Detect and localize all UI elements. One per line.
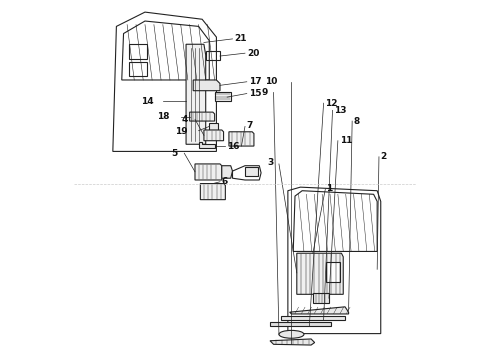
Polygon shape <box>200 184 225 200</box>
Bar <box>313 293 329 303</box>
Text: 21: 21 <box>234 34 247 43</box>
Bar <box>245 167 258 176</box>
Bar <box>281 316 345 320</box>
Text: 1: 1 <box>326 184 333 193</box>
Polygon shape <box>222 166 232 178</box>
Text: 15: 15 <box>248 89 261 98</box>
Text: 5: 5 <box>171 149 177 158</box>
Text: 2: 2 <box>380 152 386 161</box>
Text: 17: 17 <box>248 77 261 86</box>
Polygon shape <box>229 132 254 146</box>
Text: 20: 20 <box>247 49 259 58</box>
Text: 9: 9 <box>262 88 268 97</box>
Bar <box>270 322 331 327</box>
Ellipse shape <box>279 330 304 338</box>
Text: 8: 8 <box>354 117 360 126</box>
Polygon shape <box>195 164 222 180</box>
Polygon shape <box>193 80 220 91</box>
Text: 13: 13 <box>334 106 346 115</box>
Polygon shape <box>290 307 348 314</box>
Text: 6: 6 <box>222 176 228 185</box>
Text: 11: 11 <box>340 136 352 145</box>
Polygon shape <box>186 44 206 144</box>
Text: 16: 16 <box>227 141 240 150</box>
Polygon shape <box>297 253 343 294</box>
Text: 19: 19 <box>175 127 188 136</box>
Text: 10: 10 <box>265 77 277 86</box>
Bar <box>206 51 220 60</box>
Text: 12: 12 <box>325 99 338 108</box>
Text: 4: 4 <box>181 115 188 124</box>
Polygon shape <box>198 143 215 148</box>
Bar <box>129 62 147 76</box>
Text: 3: 3 <box>268 158 273 167</box>
Polygon shape <box>204 130 223 141</box>
Text: 14: 14 <box>141 97 154 106</box>
Text: 18: 18 <box>157 112 170 121</box>
Text: 7: 7 <box>246 121 252 130</box>
Bar <box>326 262 340 282</box>
Polygon shape <box>190 112 215 121</box>
Bar <box>209 123 218 130</box>
Bar <box>129 44 147 59</box>
Bar <box>215 93 231 102</box>
Polygon shape <box>270 339 315 345</box>
